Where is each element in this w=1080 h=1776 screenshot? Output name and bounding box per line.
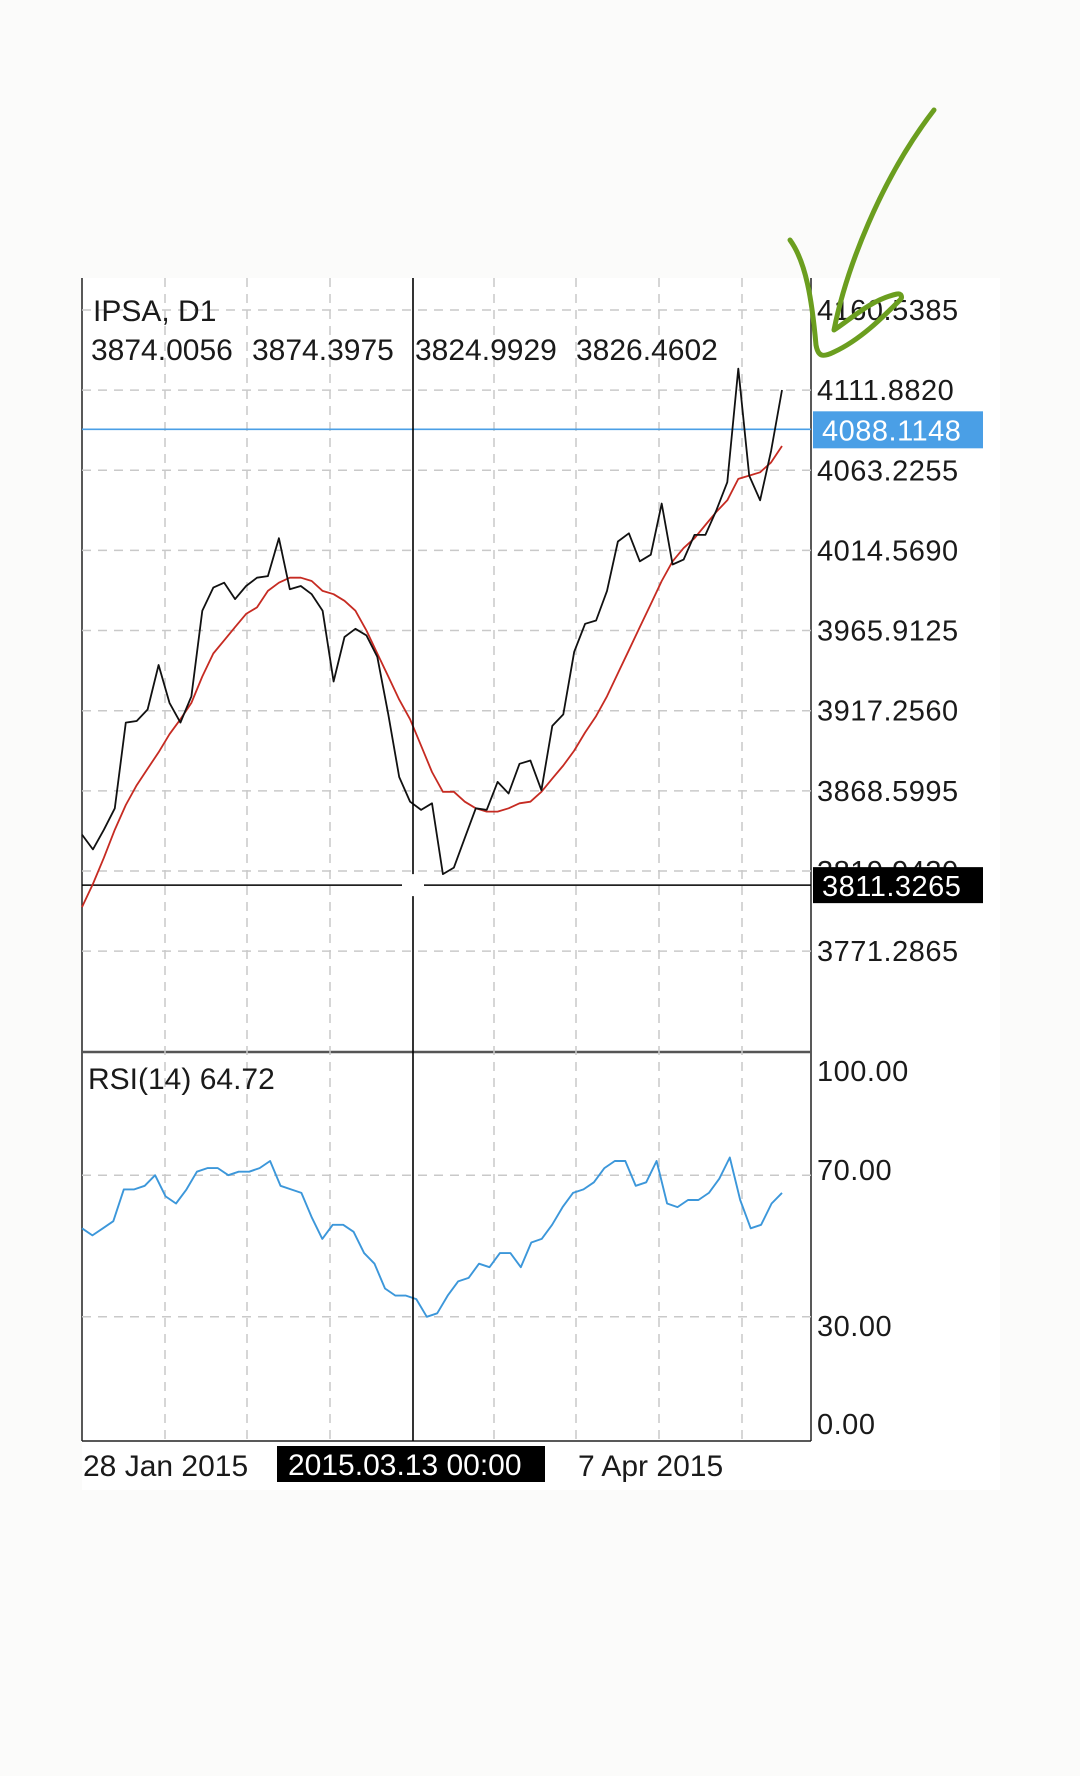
rsi-tick-0: 0.00 [817,1409,875,1441]
ohlc-open: 3874.0056 [91,334,233,367]
rsi-title: RSI(14) 64.72 [88,1063,275,1096]
rsi-tick-30: 30.00 [817,1311,892,1343]
rsi-line [81,1156,783,1318]
price-tick-label: 3771.2865 [817,936,959,968]
x-label-crosshair-date: 2015.03.13 00:00 [288,1449,522,1482]
ohlc-high: 3874.3975 [252,334,394,367]
crosshair-price-tag [813,867,983,904]
reference-lines [82,428,811,886]
price-axis-labels: 4160.53854111.88204063.22554014.56903965… [817,295,959,968]
price-tick-label: 4063.2255 [817,455,959,487]
checkmark-annotation [787,107,937,358]
price-tick-label: 4014.5690 [817,535,959,567]
chart-title: IPSA, D1 [93,295,216,328]
price-line [81,367,783,875]
price-tick-label: 3868.5995 [817,776,959,808]
price-tick-label: 3965.9125 [817,616,959,648]
series-lines [81,367,783,1318]
gridlines [82,278,811,1441]
current-price-label: 4088.1148 [822,415,961,447]
moving-average-line [81,445,783,908]
x-label-apr: 7 Apr 2015 [578,1450,723,1483]
current-price-tag [813,411,983,449]
x-label-jan: 28 Jan 2015 [83,1450,248,1483]
price-tick-label: 3917.2560 [817,696,959,728]
crosshair-price-label: 3811.3265 [822,871,961,903]
ohlc-low: 3824.9929 [415,334,557,367]
ohlc-close: 3826.4602 [576,334,718,367]
rsi-tick-70: 70.00 [817,1155,892,1187]
rsi-tick-100: 100.00 [817,1056,909,1088]
price-tick-label: 4111.8820 [817,375,954,407]
crosshair-date-tag [277,1446,545,1482]
